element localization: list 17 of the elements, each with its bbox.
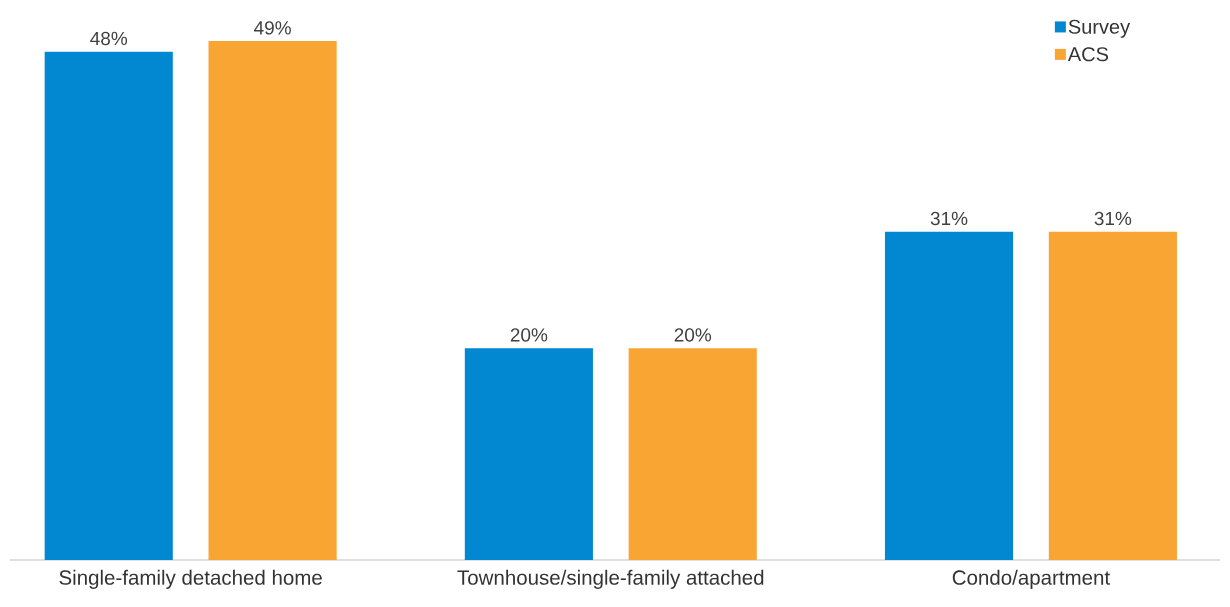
bar — [464, 348, 593, 560]
data-label: 20% — [674, 328, 712, 342]
data-label: 49% — [254, 21, 291, 35]
legend-label: ACS — [1067, 47, 1109, 62]
bar — [1048, 231, 1177, 560]
x-tick-label: Single-family detached home — [59, 569, 322, 589]
data-label: 31% — [930, 211, 968, 226]
legend-label: Survey — [1068, 19, 1131, 38]
data-label: 48% — [90, 31, 128, 46]
x-tick-label: Townhouse/single-family attached — [457, 569, 764, 589]
bar — [628, 348, 757, 560]
bar — [884, 231, 1014, 560]
data-label: 20% — [510, 328, 548, 342]
data-label: 31% — [1094, 211, 1132, 226]
bar — [44, 51, 173, 560]
x-tick-label: Condo/apartment — [952, 569, 1110, 589]
bar — [208, 41, 337, 560]
